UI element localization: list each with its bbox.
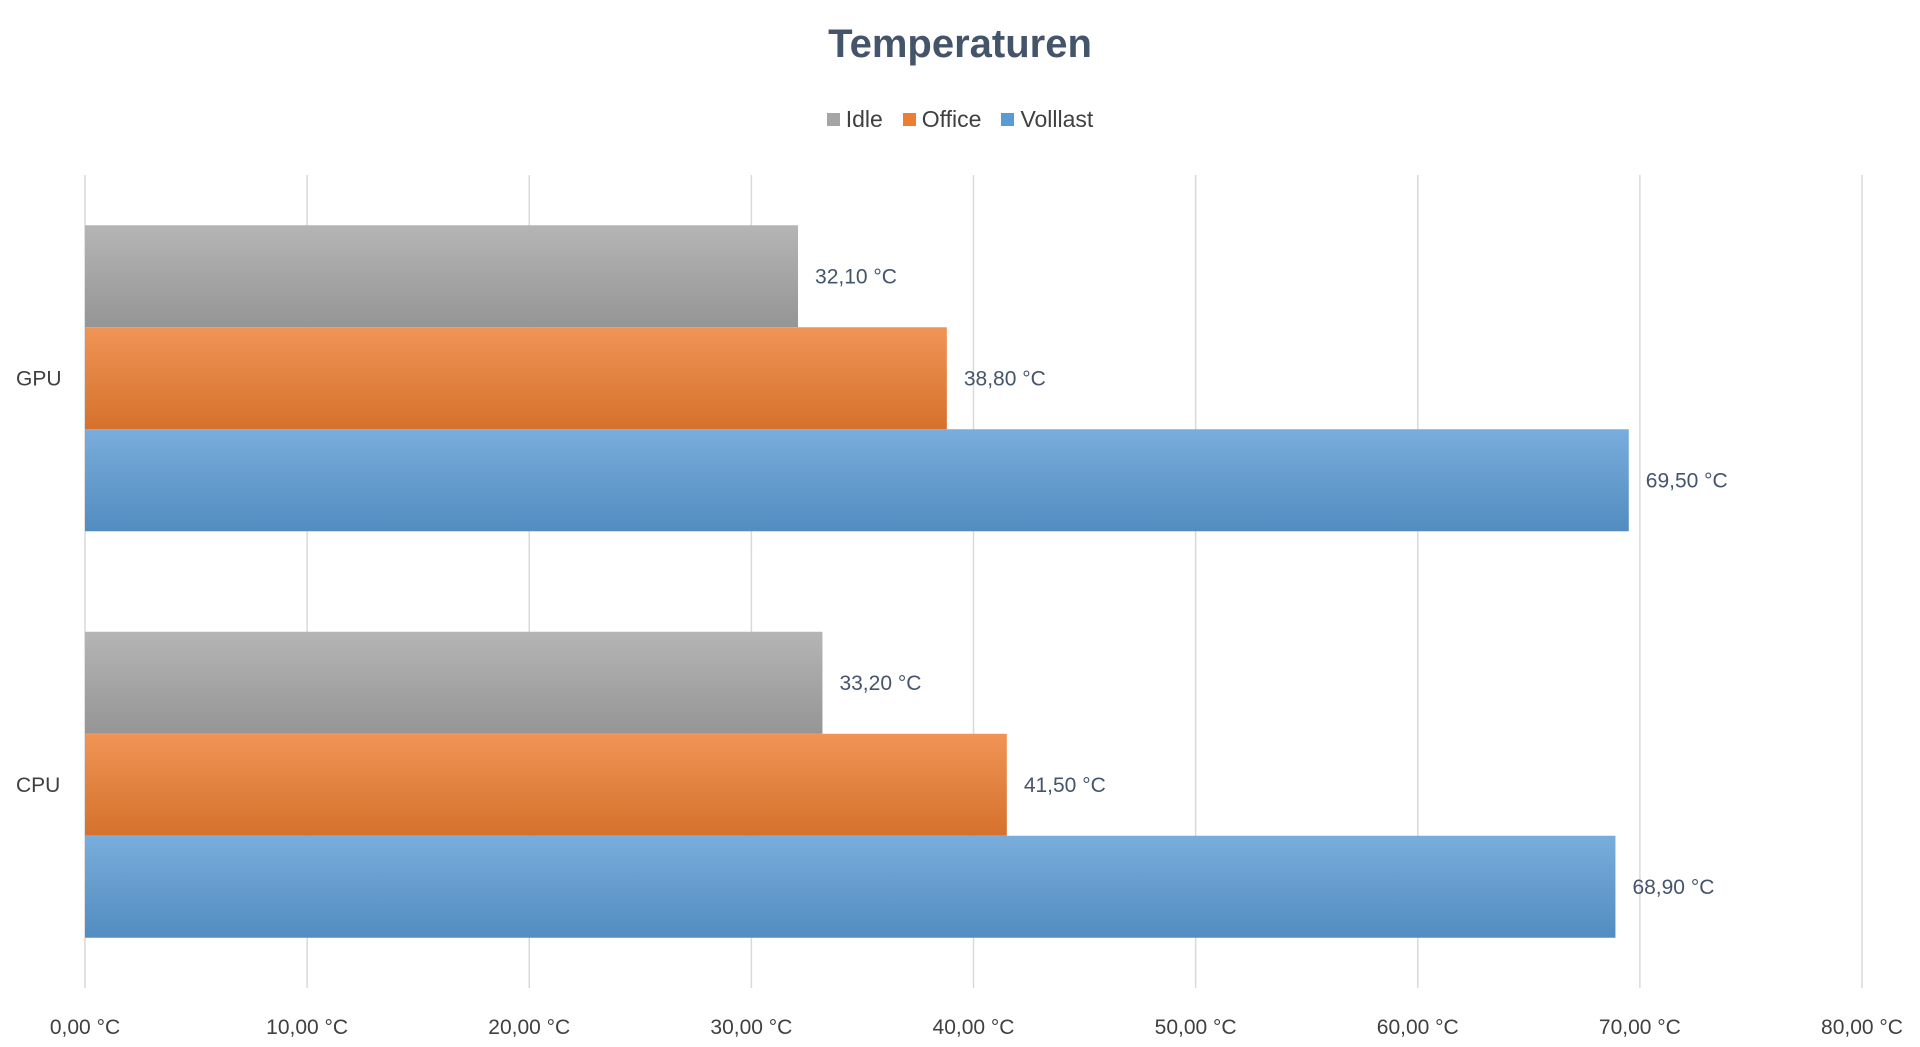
data-label-idle-cpu: 33,20 °C	[839, 672, 921, 695]
bar-office-gpu	[85, 327, 947, 430]
legend-swatch-office	[902, 113, 916, 126]
data-label-volllast-gpu: 69,50 °C	[1646, 469, 1728, 492]
x-tick-label-3: 30,00 °C	[710, 1016, 792, 1039]
x-tick-label-0: 0,00 °C	[50, 1016, 120, 1039]
bar-volllast-gpu	[85, 429, 1629, 532]
legend-label-office: Office	[921, 106, 982, 132]
data-label-office-gpu: 38,80 °C	[964, 367, 1046, 390]
x-tick-label-8: 80,00 °C	[1821, 1016, 1903, 1039]
legend-entry-volllast: Volllast	[1001, 106, 1093, 133]
x-tick-label-2: 20,00 °C	[488, 1016, 570, 1039]
data-label-volllast-cpu: 68,90 °C	[1632, 876, 1714, 899]
x-tick-label-4: 40,00 °C	[933, 1016, 1015, 1039]
legend-entry-office: Office	[902, 106, 982, 133]
data-label-office-cpu: 41,50 °C	[1024, 774, 1106, 797]
data-label-idle-gpu: 32,10 °C	[815, 265, 897, 288]
category-label-gpu: GPU	[16, 367, 62, 390]
x-tick-label-1: 10,00 °C	[266, 1016, 348, 1039]
bars	[85, 225, 1629, 938]
x-axis-tick-labels: 0,00 °C 10,00 °C 20,00 °C 30,00 °C 40,00 °C 5…	[50, 1016, 1903, 1039]
category-label-cpu: CPU	[16, 774, 60, 797]
x-tick-label-6: 60,00 °C	[1377, 1016, 1459, 1039]
legend: Idle Office Volllast	[0, 106, 1920, 133]
bar-volllast-cpu	[85, 835, 1616, 938]
x-tick-label-5: 50,00 °C	[1155, 1016, 1237, 1039]
legend-swatch-idle	[826, 113, 840, 126]
legend-swatch-volllast	[1001, 113, 1015, 126]
bar-office-cpu	[85, 733, 1007, 836]
legend-label-volllast: Volllast	[1020, 106, 1094, 132]
bar-idle-cpu	[85, 631, 823, 734]
legend-entry-idle: Idle	[826, 106, 883, 133]
chart-title: Temperaturen	[828, 22, 1092, 66]
x-tick-label-7: 70,00 °C	[1599, 1016, 1681, 1039]
bar-idle-gpu	[85, 225, 799, 328]
legend-label-idle: Idle	[845, 106, 883, 132]
category-labels: GPU CPU	[16, 367, 62, 797]
data-labels: 32,10 °C 38,80 °C 69,50 °C 33,20 °C 41,50 °C…	[815, 265, 1728, 899]
